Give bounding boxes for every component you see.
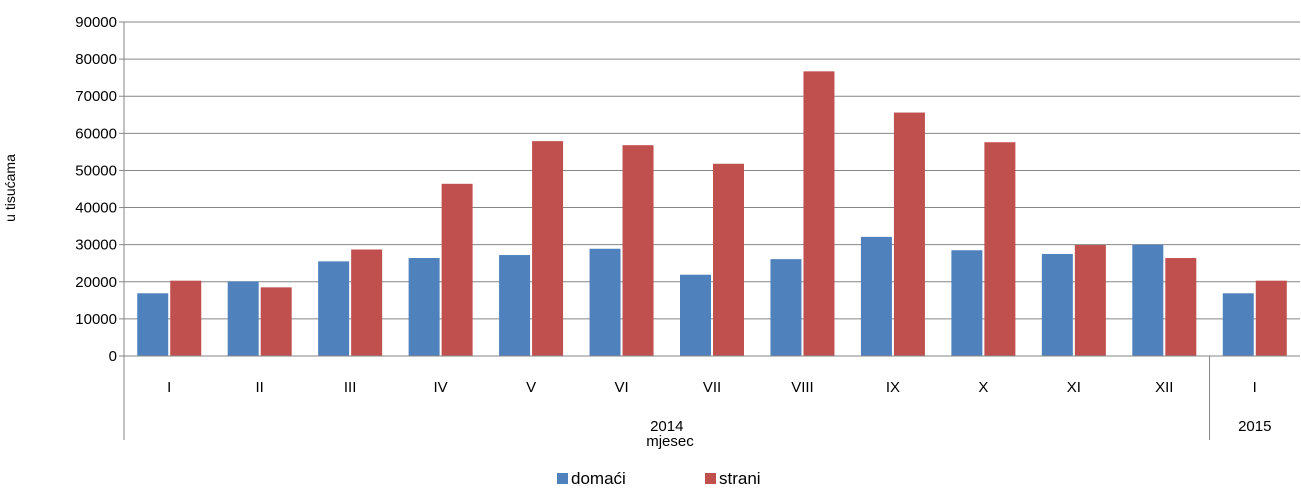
y-tick-label: 80000	[75, 51, 117, 68]
bar-strani-5	[532, 141, 564, 356]
bar-strani-1	[170, 280, 202, 356]
bar-domaci-2	[227, 281, 259, 356]
bar-strani-2	[260, 287, 292, 356]
x-group-labels: 2014 2015	[650, 418, 1271, 435]
bar-domaci-3	[318, 261, 350, 356]
bar-domaci-9	[860, 236, 892, 356]
bar-strani-7	[713, 163, 744, 356]
bar-strani-9	[893, 112, 925, 356]
bar-strani-6	[622, 145, 654, 356]
x-category-label: X	[978, 379, 988, 396]
y-tick-labels: 0 10000 20000 30000 40000 50000 60000 70000 8000…	[75, 14, 117, 365]
y-tick-label: 30000	[75, 237, 117, 254]
legend-label: domaći	[571, 469, 626, 488]
bar-domaci-12	[1132, 244, 1164, 356]
x-axis-label: mjesec	[646, 433, 694, 450]
x-category-label: VI	[614, 379, 628, 396]
x-category-label: XI	[1067, 379, 1081, 396]
gridlines	[124, 21, 1300, 320]
bar-strani-13	[1255, 280, 1287, 356]
x-category-label: XII	[1155, 379, 1173, 396]
bar-strani-3	[351, 249, 383, 356]
bar-domaci-13	[1222, 293, 1254, 356]
bars	[137, 71, 1287, 356]
y-tick-label: 60000	[75, 125, 117, 142]
x-category-label: III	[344, 379, 357, 396]
x-category-label: II	[256, 379, 264, 396]
x-category-label: VII	[703, 379, 721, 396]
bar-domaci-6	[589, 248, 621, 356]
y-tick-label: 40000	[75, 200, 117, 217]
y-tick-label: 70000	[75, 88, 117, 105]
y-tick-label: 0	[109, 348, 117, 365]
bar-strani-11	[1074, 245, 1106, 356]
y-tick-label: 90000	[75, 14, 117, 31]
bar-strani-4	[441, 183, 473, 356]
bar-strani-8	[803, 71, 835, 356]
legend-swatch	[557, 473, 568, 484]
y-tick-label: 20000	[75, 274, 117, 291]
bar-domaci-1	[137, 293, 169, 356]
x-category-label: IV	[434, 379, 448, 396]
y-axis-label: u tisućama	[2, 154, 18, 222]
legend: domaći strani	[557, 469, 761, 488]
bar-domaci-7	[680, 274, 711, 356]
legend-swatch	[705, 473, 716, 484]
bar-strani-12	[1165, 258, 1197, 356]
x-group-label: 2014	[650, 418, 683, 435]
axes	[119, 21, 1300, 440]
bar-domaci-5	[499, 255, 531, 356]
y-tick-label: 50000	[75, 162, 117, 179]
bar-domaci-11	[1041, 253, 1073, 356]
bar-domaci-10	[951, 250, 983, 356]
x-category-label: I	[1253, 379, 1257, 396]
bar-domaci-4	[408, 258, 440, 356]
x-category-label: IX	[886, 379, 900, 396]
x-category-label: I	[167, 379, 171, 396]
bar-domaci-8	[770, 259, 802, 356]
legend-label: strani	[719, 469, 761, 488]
x-category-label: VIII	[791, 379, 814, 396]
x-group-label: 2015	[1238, 418, 1271, 435]
y-tick-label: 10000	[75, 311, 117, 328]
bar-strani-10	[984, 142, 1016, 356]
x-category-labels: I II III IV V VI VII VIII IX X XI XII I	[167, 379, 1257, 396]
x-category-label: V	[526, 379, 536, 396]
